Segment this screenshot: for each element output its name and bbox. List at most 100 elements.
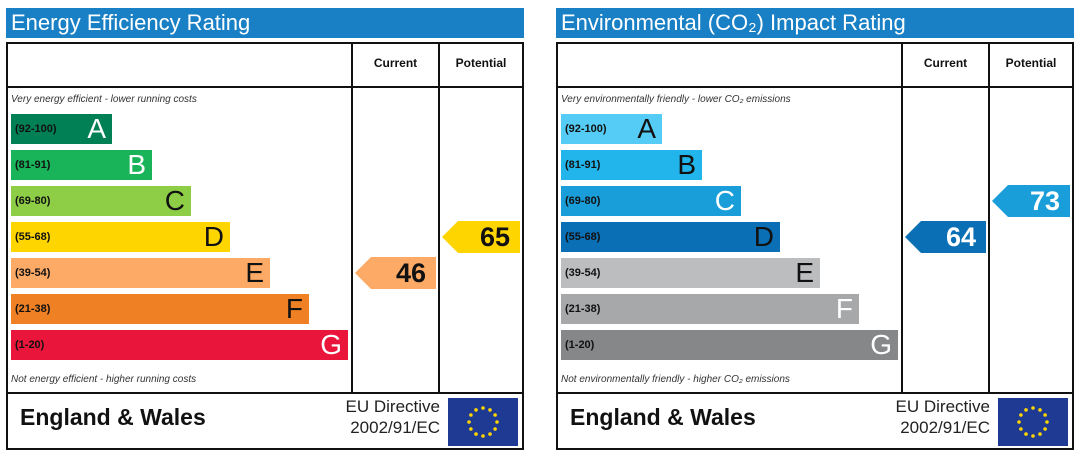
star-icon <box>469 427 473 431</box>
band-letter: A <box>87 113 106 144</box>
eu-directive: EU Directive 2002/91/EC <box>896 396 990 438</box>
band-range-label: (81-91) <box>15 159 51 171</box>
footer-divider <box>558 392 1072 394</box>
star-icon <box>474 432 478 436</box>
band-range-label: (1-20) <box>15 339 45 351</box>
band-letter: C <box>714 185 735 216</box>
band-letter: E <box>795 257 814 288</box>
star-icon <box>481 434 485 438</box>
current-rating-arrow: 46 <box>355 257 436 289</box>
current-rating-arrow: 64 <box>905 221 986 253</box>
band-range-label: (21-38) <box>15 303 51 315</box>
potential-arrow-shape <box>442 221 520 253</box>
divider-potential <box>988 44 990 394</box>
star-icon <box>1038 408 1042 412</box>
region-label: England & Wales <box>570 404 756 430</box>
potential-rating-value: 65 <box>479 222 510 252</box>
band-range-label: (39-54) <box>565 267 601 279</box>
header-divider <box>8 86 522 88</box>
band-range-label: (69-80) <box>15 195 51 207</box>
top-caption: Very environmentally friendly - lower CO… <box>561 94 791 105</box>
column-header-current: Current <box>373 56 418 70</box>
band-letter: C <box>164 185 185 216</box>
band-letter: B <box>127 149 146 180</box>
rating-frame: Current Potential Very energy efficient … <box>6 42 524 450</box>
directive-line-1: EU Directive <box>895 397 990 416</box>
band-range-label: (92-100) <box>15 123 57 135</box>
star-icon <box>1019 427 1023 431</box>
column-header-potential: Potential <box>1005 56 1057 70</box>
rating-band-c: (69-80) C <box>11 186 191 216</box>
band-letter: A <box>637 113 656 144</box>
divider-current <box>901 44 903 394</box>
eu-flag-icon <box>448 398 518 446</box>
footer-divider <box>8 392 522 394</box>
star-icon <box>474 408 478 412</box>
star-icon <box>1045 420 1049 424</box>
band-letter: G <box>870 329 892 360</box>
band-letter: D <box>753 221 774 252</box>
current-rating-value: 64 <box>945 222 976 252</box>
environmental-impact-panel: Environmental (CO₂) Impact Rating Curren… <box>556 8 1076 450</box>
potential-arrow-shape <box>992 185 1070 217</box>
rating-band-g: (1-20) G <box>11 330 348 360</box>
band-range-label: (21-38) <box>565 303 601 315</box>
rating-band-f: (21-38) F <box>561 294 859 324</box>
star-icon <box>495 420 499 424</box>
current-rating-value: 46 <box>395 258 426 288</box>
band-letter: D <box>203 221 224 252</box>
star-icon <box>493 427 497 431</box>
chart-title: Environmental (CO₂) Impact Rating <box>556 8 1074 38</box>
star-icon <box>481 406 485 410</box>
potential-rating-value: 73 <box>1029 186 1060 216</box>
current-arrow-shape <box>905 221 986 253</box>
band-letter: B <box>677 149 696 180</box>
rating-band-a: (92-100) A <box>11 114 112 144</box>
column-header-potential: Potential <box>455 56 507 70</box>
divider-current <box>351 44 353 394</box>
band-range-label: (92-100) <box>565 123 607 135</box>
star-icon <box>488 408 492 412</box>
band-range-label: (55-68) <box>565 231 601 243</box>
band-range-label: (1-20) <box>565 339 595 351</box>
band-letter: E <box>245 257 264 288</box>
rating-band-e: (39-54) E <box>11 258 270 288</box>
rating-band-b: (81-91) B <box>11 150 152 180</box>
rating-band-e: (39-54) E <box>561 258 820 288</box>
band-letter: F <box>835 293 853 324</box>
rating-band-f: (21-38) F <box>11 294 309 324</box>
star-icon <box>1043 427 1047 431</box>
divider-potential <box>438 44 440 394</box>
column-header-current: Current <box>923 56 968 70</box>
eu-flag-icon <box>998 398 1068 446</box>
current-arrow-shape <box>355 257 436 289</box>
energy-efficiency-panel: Energy Efficiency Rating Current Potenti… <box>6 8 526 450</box>
star-icon <box>493 413 497 417</box>
band-range-label: (81-91) <box>565 159 601 171</box>
star-icon <box>1038 432 1042 436</box>
rating-band-g: (1-20) G <box>561 330 898 360</box>
rating-band-d: (55-68) D <box>561 222 780 252</box>
star-icon <box>467 420 471 424</box>
chart-title: Energy Efficiency Rating <box>6 8 524 38</box>
rating-band-b: (81-91) B <box>561 150 702 180</box>
directive-line-1: EU Directive <box>345 397 440 416</box>
band-range-label: (55-68) <box>15 231 51 243</box>
region-label: England & Wales <box>20 404 206 430</box>
star-icon <box>469 413 473 417</box>
star-icon <box>1019 413 1023 417</box>
rating-band-a: (92-100) A <box>561 114 662 144</box>
potential-rating-arrow: 65 <box>442 221 520 253</box>
star-icon <box>1017 420 1021 424</box>
star-icon <box>1024 408 1028 412</box>
rating-frame: Current Potential Very environmentally f… <box>556 42 1074 450</box>
band-letter: F <box>285 293 303 324</box>
band-range-label: (69-80) <box>565 195 601 207</box>
bottom-caption: Not environmentally friendly - higher CO… <box>561 374 790 385</box>
band-letter: G <box>320 329 342 360</box>
star-icon <box>1031 406 1035 410</box>
directive-line-2: 2002/91/EC <box>900 418 990 437</box>
rating-band-d: (55-68) D <box>11 222 230 252</box>
directive-line-2: 2002/91/EC <box>350 418 440 437</box>
eu-directive: EU Directive 2002/91/EC <box>346 396 440 438</box>
